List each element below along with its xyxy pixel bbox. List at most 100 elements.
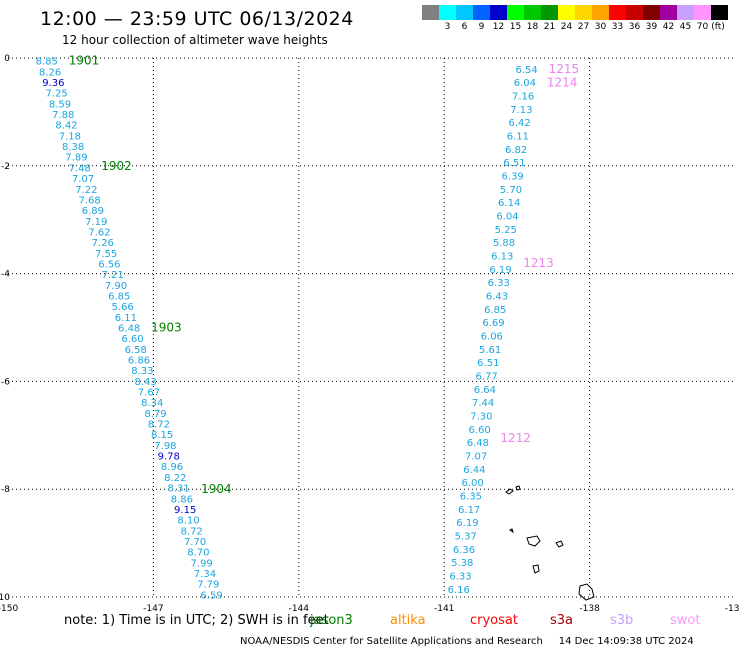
wave-height-value: 7.98: [154, 441, 176, 452]
time-label: 1214: [547, 75, 578, 89]
wave-height-value: 8.34: [141, 398, 163, 409]
wave-height-value: 6.54: [515, 65, 537, 76]
legend-unit: (ft): [711, 22, 725, 32]
wave-height-value: 8.86: [171, 494, 193, 505]
legend-swatch: [575, 5, 592, 20]
legend-label: 33: [611, 22, 624, 32]
legend-label: 45: [679, 22, 692, 32]
wave-height-value: 6.33: [488, 278, 510, 289]
legend-swatch: [456, 5, 473, 20]
wave-height-value: 6.60: [121, 334, 143, 345]
wave-height-value: 7.48: [69, 163, 91, 174]
legend-label: 27: [577, 22, 590, 32]
y-tick-label: -10: [0, 593, 10, 603]
wave-height-value: 5.66: [111, 302, 133, 313]
wave-height-value: 8.38: [62, 142, 84, 153]
wave-height-value: 7.88: [52, 110, 74, 121]
wave-height-value: 7.21: [102, 270, 124, 281]
x-tick-label: -141: [434, 604, 454, 614]
wave-height-value: 7.68: [78, 195, 100, 206]
legend-label: 70: [696, 22, 709, 32]
wave-height-value: 7.99: [191, 558, 213, 569]
legend-label: 12: [492, 22, 505, 32]
wave-height-value: 7.22: [75, 185, 97, 196]
legend-swatch: [422, 5, 439, 20]
wave-height-labels: 8.858.269.367.258.597.888.427.188.387.89…: [36, 57, 538, 602]
y-tick-label: -8: [1, 485, 10, 495]
wave-height-value: 5.38: [451, 558, 473, 569]
wave-height-value: 9.15: [174, 505, 196, 516]
legend-label: 21: [543, 22, 556, 32]
wave-height-value: 6.86: [128, 356, 150, 367]
legend-label: 39: [645, 22, 658, 32]
wave-height-value: 7.30: [470, 412, 492, 423]
wave-height-value: 8.31: [167, 484, 189, 495]
wave-height-value: 6.82: [505, 145, 527, 156]
wave-height-value: 6.36: [453, 545, 475, 556]
legend-swatch: [507, 5, 524, 20]
legend-swatch: [643, 5, 660, 20]
wave-height-value: 5.88: [493, 238, 515, 249]
time-label: 1213: [523, 256, 554, 270]
wave-height-value: 7.79: [197, 580, 219, 591]
wave-height-value: 7.34: [194, 569, 216, 580]
wave-height-value: 8.22: [164, 473, 186, 484]
wave-height-value: 6.51: [477, 358, 499, 369]
wave-height-value: 9.36: [42, 78, 64, 89]
legend-swatch: [677, 5, 694, 20]
wave-height-value: 6.69: [482, 318, 504, 329]
wave-height-value: 7.19: [85, 217, 107, 228]
wave-height-value: 6.35: [460, 492, 482, 503]
wave-height-value: 8.43: [135, 377, 157, 388]
island-outline: [515, 485, 521, 491]
wave-height-value: 7.44: [472, 398, 494, 409]
time-label: 1902: [101, 159, 132, 173]
wave-height-value: 6.48: [118, 324, 140, 335]
x-tick-label: -138: [579, 604, 600, 614]
wave-height-value: 7.90: [105, 281, 127, 292]
wave-height-value: 8.59: [49, 99, 71, 110]
wave-height-value: 7.16: [512, 91, 534, 102]
y-tick-label: -2: [1, 162, 10, 172]
legend-swatch: [609, 5, 626, 20]
wave-height-value: 7.18: [59, 131, 81, 142]
map-subtitle: 12 hour collection of altimeter wave hei…: [62, 33, 328, 47]
wave-height-value: 5.61: [479, 345, 501, 356]
legend-swatch: [490, 5, 507, 20]
wave-height-value: 6.39: [502, 171, 524, 182]
wave-height-value: 7.26: [92, 238, 114, 249]
wave-height-value: 7.62: [88, 227, 110, 238]
wave-height-value: 6.64: [474, 385, 496, 396]
time-label: 1903: [151, 321, 182, 335]
wave-height-value: 8.96: [161, 462, 183, 473]
source-jason3: jason3: [310, 613, 353, 628]
legend-label: 9: [478, 22, 485, 32]
y-tick-label: -6: [1, 377, 10, 387]
color-scale-legend: [422, 5, 728, 20]
map-title: 12:00 — 23:59 UTC 06/13/2024: [40, 8, 354, 30]
wave-height-value: 5.25: [495, 225, 517, 236]
wave-height-value: 9.78: [158, 452, 180, 463]
legend-swatch: [541, 5, 558, 20]
wave-height-value: 8.72: [181, 526, 203, 537]
legend-label: 15: [509, 22, 522, 32]
wave-height-value: 8.72: [148, 420, 170, 431]
island-outline: [555, 540, 564, 548]
wave-height-value: 6.13: [491, 251, 513, 262]
y-tick-label: -4: [1, 270, 10, 280]
wave-height-value: 6.58: [125, 345, 147, 356]
legend-swatch: [592, 5, 609, 20]
wave-height-value: 6.19: [489, 265, 511, 276]
wave-height-value: 6.85: [108, 291, 130, 302]
note-text: note: 1) Time is in UTC; 2) SWH is in fe…: [64, 613, 329, 628]
x-tick-label: -147: [143, 604, 163, 614]
source-s3b: s3b: [610, 613, 634, 628]
legend-label: 6: [461, 22, 468, 32]
wave-height-value: 6.33: [449, 572, 471, 583]
time-label: 1215: [549, 62, 580, 76]
legend-swatch: [694, 5, 711, 20]
footer-credit: NOAA/NESDIS Center for Satellite Applica…: [240, 636, 694, 647]
source-cryosat: cryosat: [470, 613, 518, 628]
wave-height-value: 6.11: [507, 131, 529, 142]
